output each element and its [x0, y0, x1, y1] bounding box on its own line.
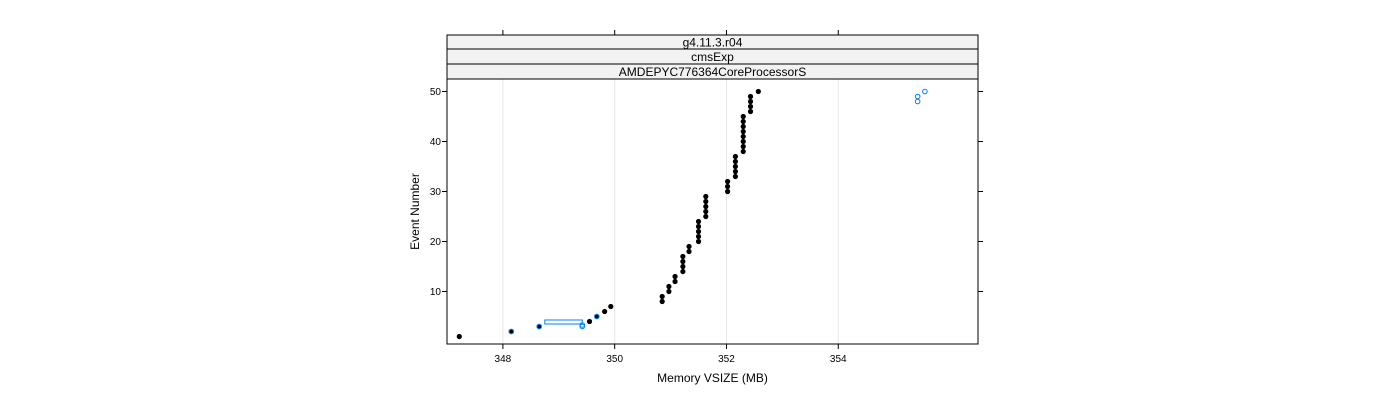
y-tick-label-1: 20: [430, 237, 442, 248]
data-points: [456, 88, 928, 340]
y-tick-label-0: 10: [430, 287, 442, 298]
y-axis: 10 20 30 40 50: [430, 87, 983, 298]
y-tick-label-3: 40: [430, 137, 442, 148]
x-tick-label-1: 350: [606, 354, 623, 365]
point-primary-12: [672, 273, 678, 280]
point-primary-46: [747, 103, 754, 110]
point-primary-20: [695, 233, 702, 240]
point-primary-13: [680, 268, 686, 275]
point-primary-10: [666, 283, 672, 290]
point-secondary-4: [593, 313, 600, 320]
point-secondary-1: [536, 323, 543, 330]
x-tick-label-3: 354: [830, 354, 847, 365]
point-primary-16: [680, 253, 686, 260]
point-primary-32: [732, 173, 739, 180]
point-primary-42: [740, 123, 746, 130]
point-primary-14: [680, 263, 686, 270]
point-primary-2: [536, 323, 542, 330]
point-primary-49: [755, 88, 761, 95]
point-primary-11: [672, 278, 678, 285]
point-primary-39: [740, 138, 746, 145]
point-primary-26: [703, 203, 709, 210]
strip-label-2: cmsExp: [691, 50, 734, 64]
point-primary-18: [686, 243, 692, 250]
point-primary-5: [602, 308, 608, 315]
strip-label-1: g4.11.3.r04: [683, 36, 743, 50]
point-primary-4: [594, 313, 600, 320]
point-primary-8: [659, 293, 665, 300]
point-primary-45: [747, 108, 754, 115]
point-secondary-6: [914, 93, 921, 100]
point-primary-28: [703, 193, 709, 200]
point-primary-37: [740, 148, 746, 155]
point-primary-31: [724, 178, 731, 185]
y-tick-label-4: 50: [430, 87, 442, 98]
point-primary-48: [747, 93, 754, 100]
point-primary-27: [703, 198, 709, 205]
point-secondary-3: [579, 322, 586, 328]
strip-label-3: AMDEPYC776364CoreProcessorS: [619, 65, 806, 79]
point-primary-36: [732, 153, 739, 160]
point-primary-3: [586, 318, 593, 325]
point-primary-30: [724, 183, 731, 190]
point-primary-38: [740, 143, 746, 150]
point-primary-17: [686, 248, 692, 255]
point-primary-47: [747, 98, 754, 105]
x-axis: 348 350 352 354: [495, 30, 847, 365]
point-primary-6: [608, 303, 614, 310]
point-primary-21: [695, 228, 702, 235]
range-bars: [544, 319, 583, 325]
point-primary-29: [724, 188, 731, 195]
x-axis-title: Memory VSIZE (MB): [657, 371, 768, 385]
point-primary-43: [740, 118, 746, 125]
x-tick-label-2: 352: [718, 354, 735, 365]
point-primary-24: [703, 213, 709, 220]
point-primary-34: [732, 163, 739, 170]
point-primary-15: [680, 258, 686, 265]
point-secondary-0: [508, 328, 515, 335]
strip-headers: g4.11.3.r04 cmsExp AMDEPYC776364CoreProc…: [446, 34, 979, 80]
range-bar: [544, 319, 583, 325]
point-primary-0: [456, 333, 462, 340]
y-axis-title: Event Number: [408, 173, 422, 250]
plot-panel: [446, 78, 979, 345]
x-tick-label-0: 348: [495, 354, 512, 365]
point-primary-1: [508, 328, 514, 335]
y-tick-label-2: 30: [430, 187, 442, 198]
point-secondary-7: [922, 88, 928, 95]
point-primary-19: [695, 238, 702, 245]
point-primary-33: [732, 168, 739, 175]
point-primary-35: [732, 158, 739, 165]
grid-lines: [502, 79, 839, 344]
point-primary-7: [659, 298, 665, 305]
strip-box-3: [446, 63, 979, 80]
point-primary-23: [695, 218, 702, 225]
point-primary-41: [740, 128, 746, 135]
point-primary-40: [740, 133, 746, 140]
point-secondary-5: [914, 98, 921, 105]
point-primary-9: [666, 288, 672, 295]
point-primary-22: [695, 223, 702, 230]
point-primary-25: [703, 208, 709, 215]
point-primary-44: [740, 113, 746, 120]
